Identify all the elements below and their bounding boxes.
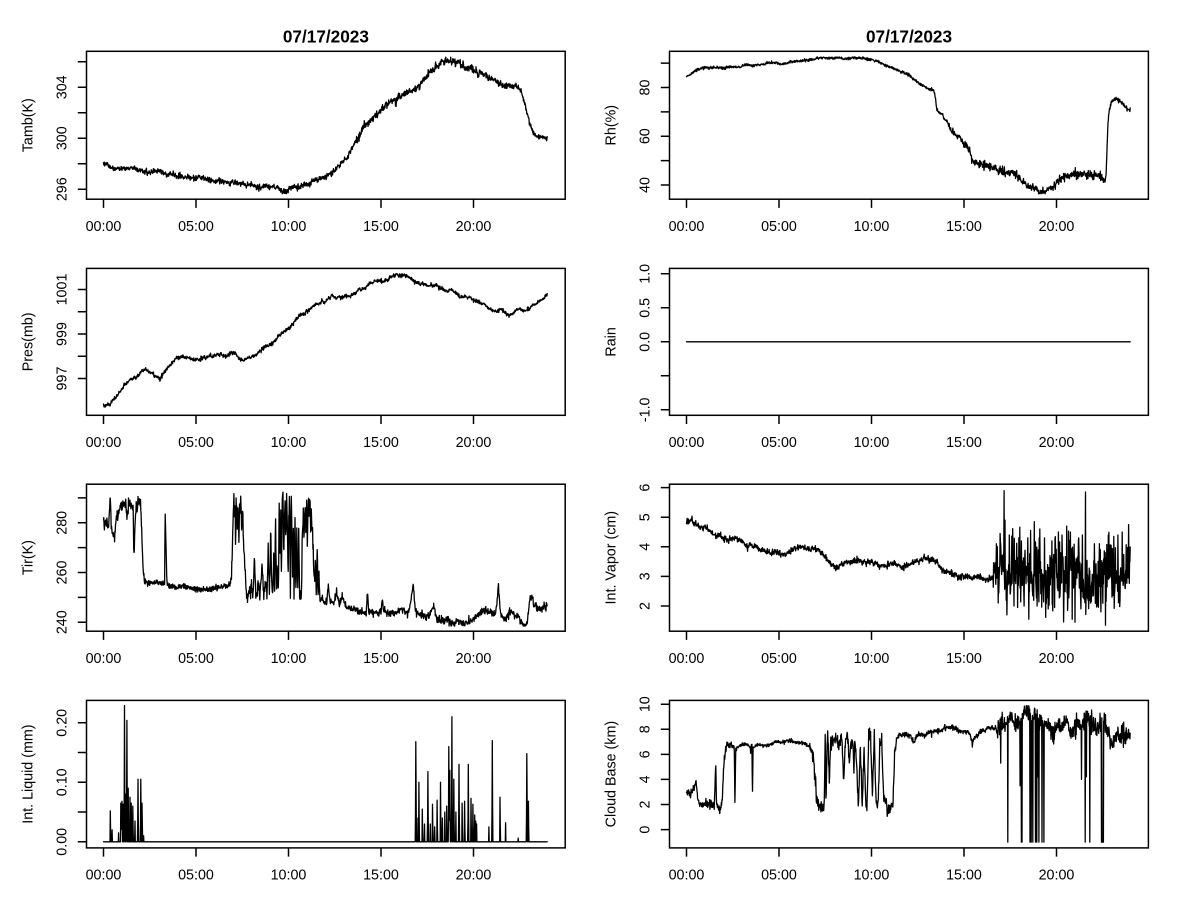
svg-text:4: 4 [637,543,653,551]
svg-text:20:00: 20:00 [1039,868,1075,884]
svg-text:10:00: 10:00 [854,868,890,884]
svg-text:05:00: 05:00 [178,435,214,451]
svg-text:80: 80 [637,80,653,96]
svg-text:1001: 1001 [54,274,70,306]
svg-text:Int. Vapor (cm): Int. Vapor (cm) [604,511,620,604]
svg-text:15:00: 15:00 [363,868,399,884]
svg-text:40: 40 [637,177,653,193]
svg-text:20:00: 20:00 [1039,435,1075,451]
svg-text:2: 2 [637,800,653,808]
svg-text:15:00: 15:00 [363,435,399,451]
svg-text:00:00: 00:00 [669,219,705,235]
svg-text:05:00: 05:00 [178,651,214,667]
svg-text:Rain: Rain [604,327,620,356]
svg-text:00:00: 00:00 [86,219,122,235]
svg-text:304: 304 [54,75,70,99]
svg-text:15:00: 15:00 [946,651,982,667]
svg-text:6: 6 [637,750,653,758]
svg-text:0: 0 [637,826,653,834]
svg-text:0.00: 0.00 [54,828,70,856]
svg-text:20:00: 20:00 [1039,651,1075,667]
svg-text:10:00: 10:00 [271,651,307,667]
svg-text:Cloud Base (km): Cloud Base (km) [604,721,620,827]
svg-text:15:00: 15:00 [363,651,399,667]
svg-text:296: 296 [54,177,70,201]
svg-text:10:00: 10:00 [854,651,890,667]
svg-text:0.10: 0.10 [54,768,70,796]
svg-text:20:00: 20:00 [1039,219,1075,235]
svg-text:00:00: 00:00 [86,868,122,884]
svg-text:8: 8 [637,725,653,733]
svg-text:240: 240 [54,610,70,634]
svg-text:0.0: 0.0 [637,332,653,352]
svg-text:Rh(%): Rh(%) [604,105,620,146]
svg-text:15:00: 15:00 [946,868,982,884]
svg-text:260: 260 [54,561,70,585]
svg-text:1.0: 1.0 [637,264,653,284]
svg-text:05:00: 05:00 [178,868,214,884]
svg-text:05:00: 05:00 [761,219,797,235]
svg-text:997: 997 [54,367,70,391]
svg-text:10:00: 10:00 [854,435,890,451]
svg-text:Pres(mb): Pres(mb) [21,313,37,372]
svg-text:280: 280 [54,511,70,535]
svg-text:20:00: 20:00 [456,219,492,235]
svg-text:0.5: 0.5 [637,298,653,318]
svg-text:Int. Liquid (mm): Int. Liquid (mm) [21,724,37,823]
svg-text:6: 6 [637,484,653,492]
svg-text:2: 2 [637,602,653,610]
svg-text:05:00: 05:00 [761,651,797,667]
svg-text:5: 5 [637,513,653,521]
svg-text:60: 60 [637,128,653,144]
svg-text:10:00: 10:00 [854,219,890,235]
svg-text:3: 3 [637,572,653,580]
svg-text:Tamb(K): Tamb(K) [21,98,37,152]
svg-text:10:00: 10:00 [271,435,307,451]
svg-text:Tir(K): Tir(K) [21,540,37,575]
svg-text:00:00: 00:00 [86,435,122,451]
svg-text:10: 10 [637,696,653,712]
svg-text:00:00: 00:00 [669,868,705,884]
svg-text:20:00: 20:00 [456,651,492,667]
svg-text:15:00: 15:00 [946,435,982,451]
svg-text:07/17/2023: 07/17/2023 [866,26,952,46]
svg-text:999: 999 [54,322,70,346]
svg-text:0.20: 0.20 [54,709,70,737]
svg-text:300: 300 [54,126,70,150]
svg-text:10:00: 10:00 [271,868,307,884]
svg-text:20:00: 20:00 [456,435,492,451]
svg-text:05:00: 05:00 [761,868,797,884]
svg-text:00:00: 00:00 [86,651,122,667]
svg-text:-1.0: -1.0 [637,397,653,422]
svg-text:07/17/2023: 07/17/2023 [283,26,369,46]
svg-text:05:00: 05:00 [178,219,214,235]
svg-text:20:00: 20:00 [456,868,492,884]
svg-text:00:00: 00:00 [669,435,705,451]
svg-text:05:00: 05:00 [761,435,797,451]
svg-text:4: 4 [637,775,653,783]
svg-text:15:00: 15:00 [946,219,982,235]
svg-text:15:00: 15:00 [363,219,399,235]
svg-text:10:00: 10:00 [271,219,307,235]
svg-text:00:00: 00:00 [669,651,705,667]
